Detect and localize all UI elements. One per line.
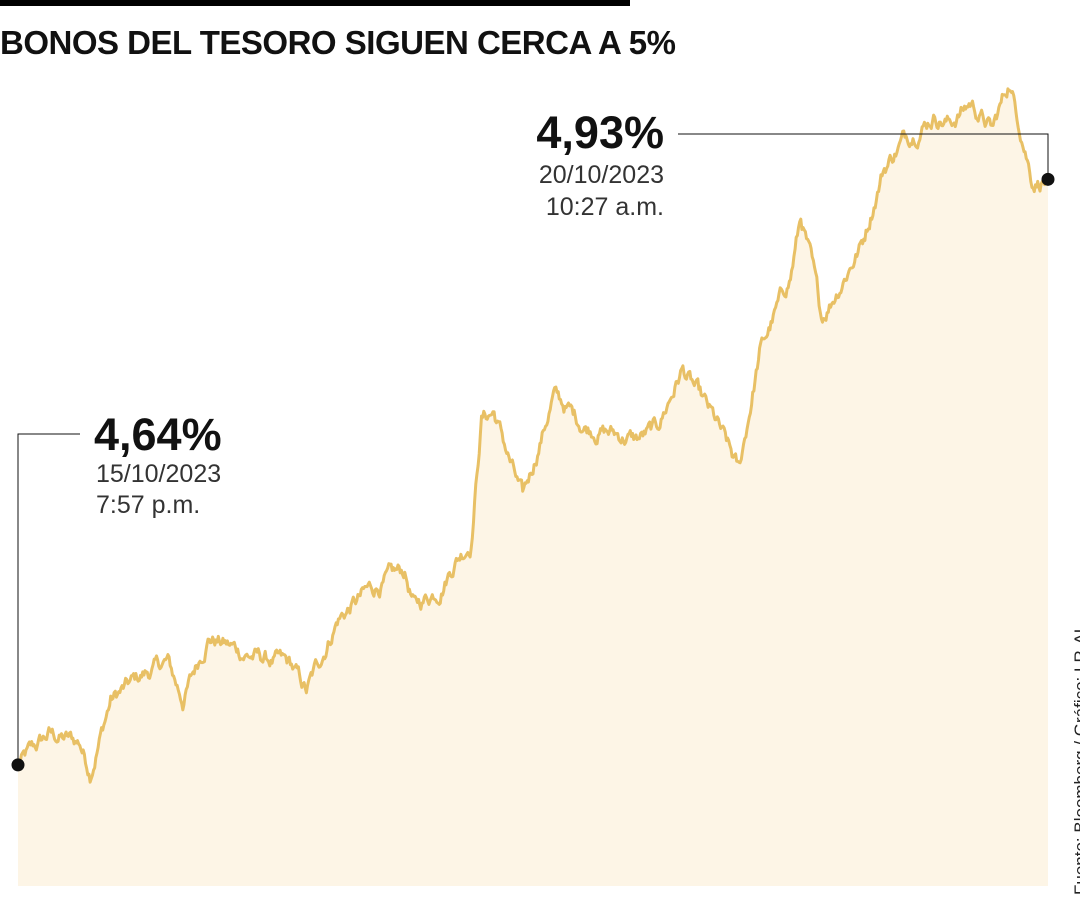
source-note: Fuente: Bloomberg / Gráfico: LR-AL bbox=[1071, 623, 1080, 895]
annotation-start-value: 4,64% bbox=[94, 409, 222, 460]
yield-area-fill bbox=[18, 88, 1048, 887]
annotation-start-date: 15/10/2023 bbox=[96, 460, 221, 488]
annotation-start-time: 7:57 p.m. bbox=[96, 491, 200, 519]
annotation-end-dot bbox=[1041, 172, 1055, 186]
annotation-end-date: 20/10/2023 bbox=[539, 161, 664, 189]
annotation-end-value: 4,93% bbox=[536, 107, 664, 158]
annotation-end-leader bbox=[678, 133, 1049, 180]
annotation-end-time: 10:27 a.m. bbox=[546, 193, 664, 221]
top-rule bbox=[0, 0, 630, 6]
annotation-start-dot bbox=[11, 758, 25, 772]
annotation-start-leader bbox=[17, 433, 80, 765]
annotation-end: 4,93% 20/10/2023 10:27 a.m. bbox=[536, 107, 1055, 221]
annotation-start: 4,64% 15/10/2023 7:57 p.m. bbox=[11, 409, 222, 772]
yield-line bbox=[17, 87, 1050, 784]
chart-title: BONOS DEL TESORO SIGUEN CERCA A 5% bbox=[0, 24, 676, 61]
